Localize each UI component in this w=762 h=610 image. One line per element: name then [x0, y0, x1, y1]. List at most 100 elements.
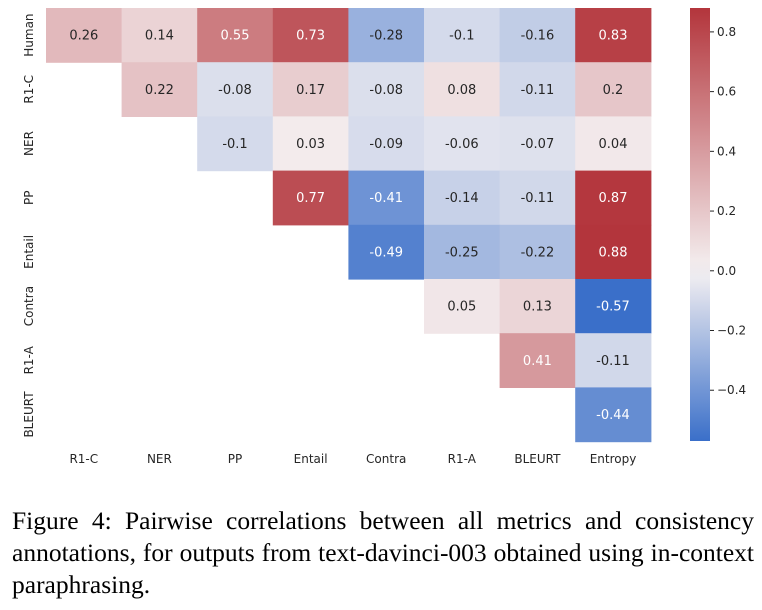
colorbar-tick-label: 0.0: [717, 264, 736, 278]
heatmap-cell-r1-c-bleurt: [499, 62, 576, 117]
row-label-entail: Entail: [22, 235, 36, 269]
heatmap-cell-contra-entropy: [575, 279, 652, 334]
heatmap-cell-r1-c-contra: [348, 62, 425, 117]
colorbar-tick-label: −0.4: [717, 383, 746, 397]
column-label-r1-c: R1-C: [69, 452, 98, 466]
cell-value-label: 0.04: [599, 137, 628, 152]
row-label-human: Human: [22, 13, 36, 56]
heatmap-cell-pp-contra: [348, 170, 425, 226]
heatmap-cell-contra-bleurt: [499, 279, 576, 334]
heatmap-cell-ner-entropy: [575, 116, 652, 172]
cell-value-label: -0.09: [369, 137, 403, 152]
heatmap-cell-r1-a-entropy: [575, 333, 652, 388]
cell-value-label: 0.03: [296, 137, 325, 152]
heatmap-cell-human-entropy: [575, 8, 652, 63]
cell-value-label: -0.44: [596, 408, 630, 423]
cell-value-label: -0.11: [521, 83, 555, 98]
cell-value-label: 0.17: [296, 83, 325, 98]
cell-value-label: 0.13: [523, 300, 552, 315]
colorbar: 0.8 0.6 0.4 0.2 0.0 −0.2 −0.4: [690, 8, 746, 441]
heatmap-cell-entail-bleurt: [499, 224, 576, 280]
row-label-contra: Contra: [22, 286, 36, 326]
row-label-r1-a: R1-A: [22, 345, 36, 374]
cell-value-label: -0.1: [449, 29, 474, 44]
colorbar-tick-label: 0.6: [717, 85, 736, 99]
heatmap-cell-ner-r1-a: [424, 116, 501, 172]
heatmap-cell-r1-c-ner: [121, 62, 198, 117]
row-label-bleurt: BLEURT: [22, 391, 36, 438]
cell-value-label: -0.08: [369, 83, 403, 98]
column-label-ner: NER: [147, 452, 172, 466]
cell-value-label: -0.07: [521, 137, 555, 152]
colorbar-tick-label: −0.2: [717, 324, 746, 338]
heatmap-cell-ner-pp: [197, 116, 274, 172]
column-label-bleurt: BLEURT: [514, 452, 561, 466]
cell-value-label: -0.11: [521, 191, 555, 206]
heatmap-cell-human-bleurt: [499, 8, 576, 63]
heatmap-cell-pp-entropy: [575, 170, 652, 226]
colorbar-tick-label: 0.2: [717, 204, 736, 218]
column-labels: R1-C NER PP Entail Contra R1-A BLEURT Entropy: [69, 452, 636, 466]
colorbar-tick-label: 0.4: [717, 144, 736, 158]
column-label-contra: Contra: [366, 452, 406, 466]
figure-caption: Figure 4: Pairwise correlations between …: [12, 506, 754, 599]
cell-value-label: 0.83: [599, 29, 628, 44]
heatmap-cell-contra-r1-a: [424, 279, 501, 334]
cell-value-label: 0.26: [69, 29, 98, 44]
row-labels: Human R1-C NER PP Entail Contra R1-A BLEURT: [22, 13, 36, 437]
heatmap-cell-bleurt-entropy: [575, 387, 652, 443]
heatmap-cell-r1-a-bleurt: [499, 333, 576, 388]
cell-value-label: 0.22: [145, 83, 174, 98]
heatmap-cell-pp-entail: [272, 170, 349, 226]
cell-value-label: 0.14: [145, 29, 174, 44]
row-label-ner: NER: [22, 131, 36, 156]
cell-value-label: -0.49: [369, 245, 403, 260]
heatmap-cell-r1-c-entail: [272, 62, 349, 117]
column-label-r1-a: R1-A: [448, 452, 477, 466]
cell-value-label: -0.14: [445, 191, 479, 206]
cell-value-label: 0.41: [523, 354, 552, 369]
cell-value-label: -0.41: [369, 191, 403, 206]
cell-value-label: 0.05: [447, 300, 476, 315]
cell-value-label: 0.73: [296, 29, 325, 44]
heatmap-cell-human-ner: [121, 8, 198, 63]
cell-value-label: 0.08: [447, 83, 476, 98]
heatmap-cell-r1-c-pp: [197, 62, 274, 117]
cell-value-label: -0.57: [596, 300, 630, 315]
row-label-pp: PP: [22, 190, 36, 204]
cell-value-label: -0.22: [521, 245, 555, 260]
cell-value-label: 0.77: [296, 191, 325, 206]
heatmap-cell-human-contra: [348, 8, 425, 63]
cell-value-label: -0.06: [445, 137, 479, 152]
heatmap-cell-entail-entropy: [575, 224, 652, 280]
cell-value-label: 0.55: [221, 29, 250, 44]
column-label-entail: Entail: [294, 452, 328, 466]
cell-value-label: -0.08: [218, 83, 252, 98]
heatmap-cell-ner-bleurt: [499, 116, 576, 172]
heatmap-cell-pp-bleurt: [499, 170, 576, 226]
heatmap-cell-human-entail: [272, 8, 349, 63]
heatmap-cell-entail-contra: [348, 224, 425, 280]
row-label-r1-c: R1-C: [22, 75, 36, 104]
cell-value-label: -0.28: [369, 29, 403, 44]
column-label-entropy: Entropy: [590, 452, 637, 466]
cell-value-label: 0.87: [599, 191, 628, 206]
heatmap-cell-human-pp: [197, 8, 274, 63]
colorbar-gradient: [690, 8, 710, 441]
heatmap-cell-human-r1-c: [46, 8, 123, 63]
heatmap-cell-entail-r1-a: [424, 224, 501, 280]
cell-value-label: -0.16: [521, 29, 555, 44]
colorbar-tick-label: 0.8: [717, 25, 736, 39]
column-label-pp: PP: [228, 452, 242, 466]
cell-value-label: -0.1: [222, 137, 247, 152]
heatmap-cell-pp-r1-a: [424, 170, 501, 226]
cell-value-label: -0.11: [596, 354, 630, 369]
cell-value-label: 0.2: [603, 83, 624, 98]
heatmap-cells: 0.26 0.14 0.55 0.73 -0.28 -0.1 -0.16 0.83 0.22 -0…: [46, 8, 652, 443]
cell-value-label: 0.88: [599, 245, 628, 260]
heatmap-cell-r1-c-entropy: [575, 62, 652, 117]
heatmap-cell-r1-c-r1-a: [424, 62, 501, 117]
heatmap-cell-human-r1-a: [424, 8, 501, 63]
heatmap-cell-ner-entail: [272, 116, 349, 172]
heatmap-cell-ner-contra: [348, 116, 425, 172]
